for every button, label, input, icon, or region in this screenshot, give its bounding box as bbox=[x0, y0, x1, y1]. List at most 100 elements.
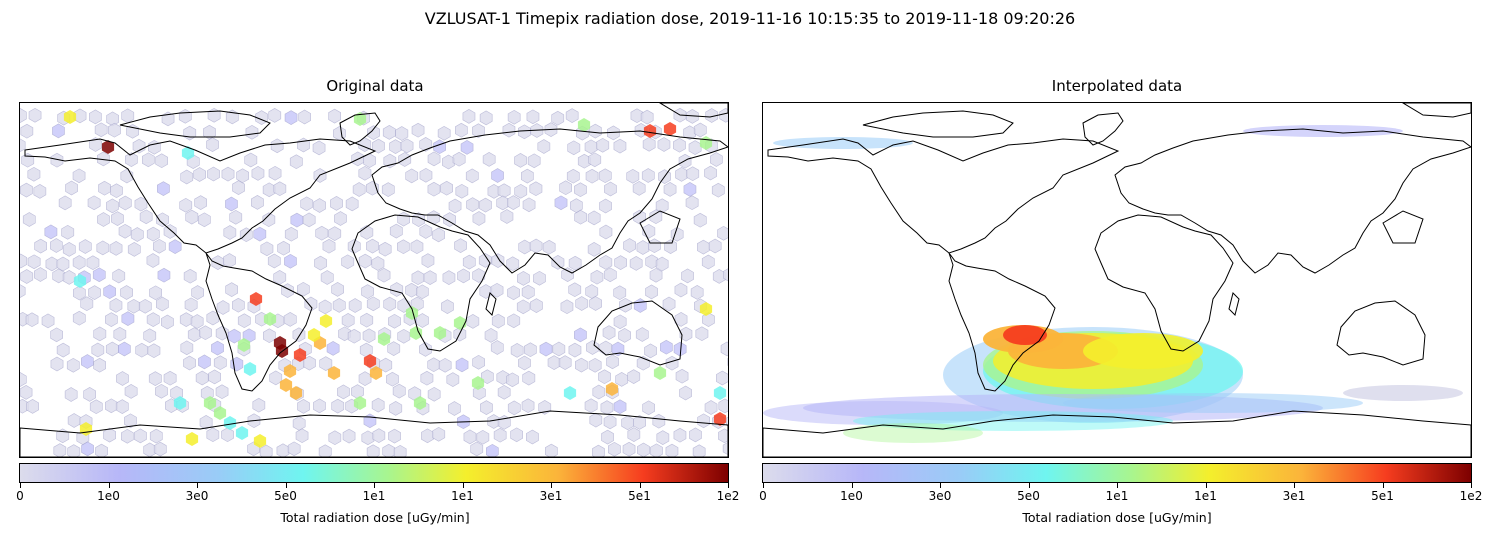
dose-hexbin bbox=[124, 384, 138, 399]
dose-hexbin bbox=[20, 385, 33, 400]
dose-hexbin bbox=[245, 124, 259, 140]
dose-hexbin bbox=[521, 168, 534, 184]
dose-hexbin bbox=[56, 256, 70, 272]
dose-hexbin bbox=[419, 342, 432, 357]
dose-hexbin bbox=[613, 314, 627, 330]
dose-hexbin bbox=[514, 183, 528, 199]
left-colorbar-label: Total radiation dose [uGy/min] bbox=[280, 510, 470, 525]
dose-hexbin bbox=[124, 413, 137, 429]
colorbar-tick-label: 1e2 bbox=[716, 489, 740, 503]
dose-hexbin bbox=[566, 168, 580, 184]
dose-hexbin-high bbox=[577, 118, 591, 132]
dose-hexbin bbox=[476, 429, 490, 445]
dose-hexbin bbox=[588, 152, 602, 168]
dose-hexbin bbox=[331, 282, 344, 297]
dose-hexbin bbox=[53, 443, 67, 457]
dose-hexbin bbox=[649, 267, 663, 283]
dose-hexbin bbox=[89, 109, 102, 125]
dose-hexbin bbox=[441, 299, 454, 314]
dose-hexbin bbox=[289, 154, 303, 170]
dose-hexbin bbox=[621, 415, 634, 431]
dose-hexbin-high bbox=[713, 412, 727, 426]
dose-hexbin bbox=[50, 327, 63, 343]
dose-hexbin bbox=[267, 253, 281, 269]
dose-hexbin bbox=[626, 168, 640, 184]
dose-hexbin bbox=[589, 296, 602, 311]
dose-hexbin bbox=[448, 401, 461, 416]
dose-hexbin bbox=[454, 238, 467, 253]
dose-hexbin bbox=[315, 225, 329, 241]
dose-hexbin bbox=[142, 152, 155, 168]
dose-hexbin bbox=[642, 400, 655, 416]
dose-hexbin bbox=[452, 151, 466, 167]
dose-hexbin bbox=[149, 285, 162, 301]
dose-hexbin bbox=[225, 282, 238, 297]
dose-hexbin bbox=[720, 341, 728, 357]
dose-hexbin bbox=[347, 328, 361, 344]
dose-hexbin-high bbox=[243, 362, 257, 376]
dose-hexbin bbox=[50, 238, 63, 253]
dose-hexbin bbox=[148, 371, 162, 386]
right-panel-title: Interpolated data bbox=[1051, 77, 1183, 95]
dose-hexbin bbox=[697, 239, 710, 255]
dose-hexbin bbox=[295, 428, 309, 444]
dose-hexbin bbox=[52, 123, 65, 139]
dose-hexbin bbox=[490, 282, 504, 298]
dose-hexbin bbox=[153, 441, 167, 457]
dose-hexbin bbox=[554, 195, 568, 211]
dose-hexbin bbox=[229, 209, 243, 225]
dose-hexbin bbox=[312, 140, 326, 156]
dose-hexbin bbox=[237, 313, 251, 329]
dose-hexbin bbox=[20, 123, 34, 139]
colorbar-tick-label: 0 bbox=[759, 489, 767, 503]
dose-hexbin bbox=[297, 399, 310, 414]
dose-hexbin bbox=[613, 399, 627, 415]
interpolated-dose-region bbox=[773, 137, 913, 149]
dose-hexbin bbox=[26, 399, 39, 414]
dose-hexbin bbox=[190, 314, 204, 329]
dose-hexbin bbox=[662, 296, 676, 312]
dose-hexbin bbox=[521, 284, 535, 300]
dose-hexbin bbox=[52, 268, 66, 284]
dose-hexbin-high bbox=[653, 366, 667, 380]
dose-hexbin bbox=[717, 225, 728, 241]
dose-hexbin bbox=[163, 224, 177, 239]
dose-hexbin bbox=[58, 195, 72, 211]
dose-hexbin-high bbox=[433, 326, 447, 340]
dose-hexbin bbox=[341, 313, 355, 328]
colorbar-tick bbox=[728, 483, 729, 488]
dose-hexbin bbox=[221, 166, 235, 182]
dose-hexbin bbox=[127, 242, 141, 257]
dose-hexbin bbox=[168, 239, 182, 254]
left-coastline-7 bbox=[119, 110, 271, 138]
dose-hexbin bbox=[139, 209, 153, 225]
dose-hexbin bbox=[157, 181, 170, 196]
dose-hexbin bbox=[567, 140, 581, 156]
dose-hexbin bbox=[199, 415, 213, 430]
dose-hexbin bbox=[93, 326, 107, 342]
dose-hexbin bbox=[599, 255, 613, 270]
dose-hexbin bbox=[283, 312, 297, 327]
dose-hexbin bbox=[558, 355, 572, 370]
dose-hexbin bbox=[478, 253, 492, 268]
dose-hexbin bbox=[602, 325, 616, 340]
dose-hexbin bbox=[134, 428, 147, 444]
dose-hexbin bbox=[34, 267, 47, 282]
dose-hexbin bbox=[320, 270, 334, 285]
dose-hexbin bbox=[105, 398, 118, 414]
interpolated-dose-region bbox=[1003, 325, 1047, 345]
dose-hexbin bbox=[191, 285, 204, 300]
left-coastline-3 bbox=[371, 128, 728, 274]
dose-hexbin bbox=[34, 238, 47, 254]
dose-hexbin bbox=[389, 139, 402, 154]
dose-hexbin bbox=[607, 125, 620, 141]
dose-hexbin bbox=[318, 444, 332, 457]
left-colorbar bbox=[19, 463, 729, 488]
dose-hexbin bbox=[225, 196, 238, 212]
dose-hexbin bbox=[120, 285, 133, 300]
dose-hexbin bbox=[442, 154, 455, 170]
dose-hexbin bbox=[586, 340, 599, 355]
dose-hexbin-high bbox=[353, 112, 367, 126]
dose-hexbin bbox=[493, 427, 507, 443]
dose-hexbin bbox=[118, 195, 132, 211]
